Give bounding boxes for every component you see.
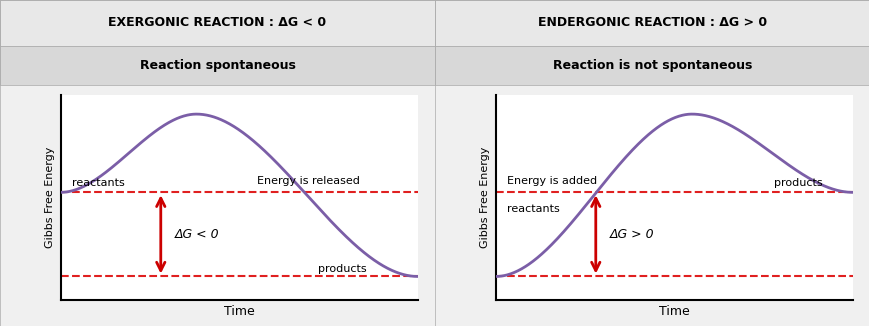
X-axis label: Time: Time <box>658 305 689 319</box>
Text: Energy is added: Energy is added <box>506 176 596 186</box>
Text: Reaction is not spontaneous: Reaction is not spontaneous <box>552 59 752 72</box>
Text: Reaction spontaneous: Reaction spontaneous <box>139 59 295 72</box>
Text: reactants: reactants <box>71 178 124 188</box>
Y-axis label: Gibbs Free Energy: Gibbs Free Energy <box>480 147 490 248</box>
FancyBboxPatch shape <box>0 46 434 85</box>
Text: products: products <box>773 178 822 188</box>
Text: reactants: reactants <box>506 204 559 214</box>
FancyBboxPatch shape <box>434 0 869 46</box>
Text: products: products <box>317 264 366 274</box>
Text: ΔG > 0: ΔG > 0 <box>609 228 653 241</box>
Y-axis label: Gibbs Free Energy: Gibbs Free Energy <box>45 147 56 248</box>
FancyBboxPatch shape <box>0 0 434 46</box>
Text: Energy is released: Energy is released <box>257 176 360 186</box>
Text: EXERGONIC REACTION : ΔG < 0: EXERGONIC REACTION : ΔG < 0 <box>109 16 326 29</box>
X-axis label: Time: Time <box>223 305 255 319</box>
FancyBboxPatch shape <box>434 46 869 85</box>
Text: ENDERGONIC REACTION : ΔG > 0: ENDERGONIC REACTION : ΔG > 0 <box>537 16 766 29</box>
Text: ΔG < 0: ΔG < 0 <box>175 228 219 241</box>
